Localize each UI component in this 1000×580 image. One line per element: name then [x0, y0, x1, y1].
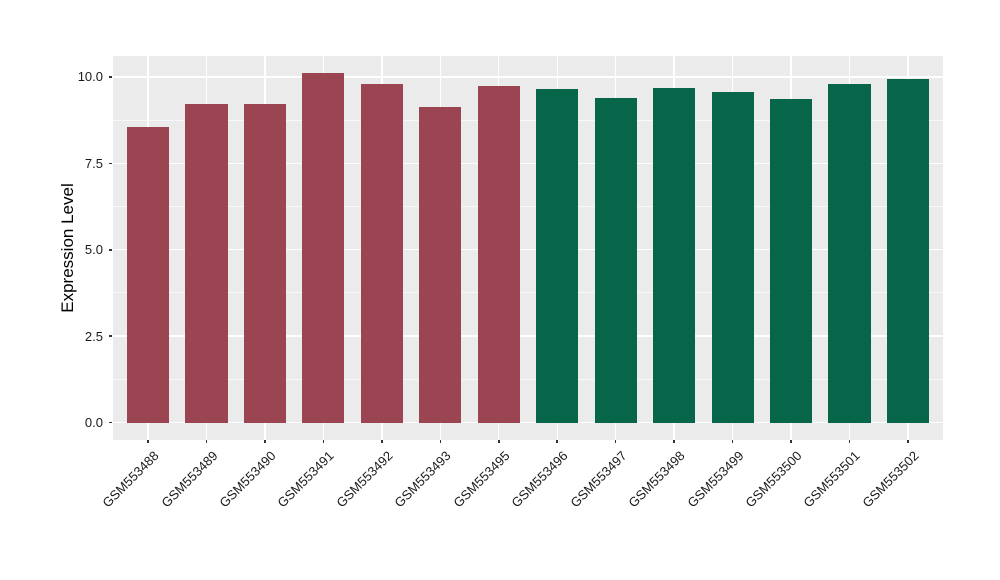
x-tick-label: GSM553500: [742, 448, 805, 511]
y-tick-mark: [109, 248, 112, 251]
x-tick-mark: [556, 440, 559, 443]
x-tick-mark: [205, 440, 208, 443]
y-tick-label: 5.0: [84, 242, 103, 258]
bar-GSM553491: [302, 73, 345, 423]
gridline-major-y: [113, 162, 943, 164]
bar-GSM553489: [185, 104, 228, 423]
x-tick-mark: [381, 440, 383, 443]
gridline-minor-y: [113, 206, 943, 208]
bar-GSM553496: [536, 88, 579, 423]
x-tick-label: GSM553489: [157, 448, 221, 511]
bar-GSM553493: [419, 106, 462, 423]
x-tick-mark: [614, 440, 617, 443]
gridline-minor-y: [113, 119, 943, 121]
x-tick-label: GSM553499: [683, 448, 747, 511]
x-tick-mark: [439, 440, 442, 443]
x-tick-label: GSM553497: [567, 448, 630, 511]
x-tick-label: GSM553496: [508, 448, 571, 511]
y-tick-label: 0.0: [84, 415, 103, 431]
gridline-major-y: [113, 335, 943, 337]
gridline-major-y: [113, 421, 943, 424]
bar-GSM553490: [243, 103, 286, 423]
plot-panel: [113, 56, 943, 440]
bar-GSM553495: [477, 85, 520, 423]
y-tick-label: 2.5: [84, 328, 103, 344]
bar-GSM553488: [127, 126, 170, 423]
x-tick-label: GSM553501: [800, 448, 864, 511]
x-tick-mark: [264, 440, 266, 443]
x-tick-label: GSM553495: [450, 448, 513, 511]
x-tick-label: GSM553490: [216, 448, 279, 511]
y-tick-mark: [109, 76, 112, 78]
x-tick-label: GSM553498: [625, 448, 688, 511]
y-tick-label: 10.0: [77, 69, 103, 85]
bar-GSM553499: [711, 91, 754, 423]
x-tick-mark: [790, 440, 792, 443]
gridline-minor-y: [113, 292, 943, 294]
y-tick-mark: [109, 162, 112, 165]
bar-GSM553492: [360, 83, 403, 423]
bar-GSM553498: [653, 88, 696, 423]
y-tick-mark: [109, 335, 112, 337]
gridline-major-y: [113, 76, 943, 78]
x-tick-label: GSM553492: [333, 448, 396, 511]
x-tick-mark: [673, 440, 675, 443]
x-tick-label: GSM553491: [274, 448, 338, 511]
gridline-minor-y: [113, 378, 943, 380]
x-tick-mark: [907, 440, 909, 443]
bar-GSM553502: [886, 78, 929, 423]
x-tick-mark: [731, 440, 734, 443]
bar-GSM553497: [594, 98, 637, 423]
x-tick-mark: [322, 440, 325, 443]
bar-GSM553500: [769, 99, 813, 423]
x-tick-mark: [848, 440, 851, 443]
y-tick-label: 7.5: [84, 155, 103, 171]
y-tick-mark: [109, 421, 112, 424]
x-tick-label: GSM553488: [99, 448, 162, 511]
gridline-major-y: [113, 249, 943, 251]
x-tick-label: GSM553493: [391, 448, 454, 511]
x-tick-label: GSM553502: [859, 448, 922, 511]
x-tick-mark: [497, 440, 500, 443]
bar-GSM553501: [828, 84, 871, 423]
x-tick-mark: [147, 440, 149, 443]
